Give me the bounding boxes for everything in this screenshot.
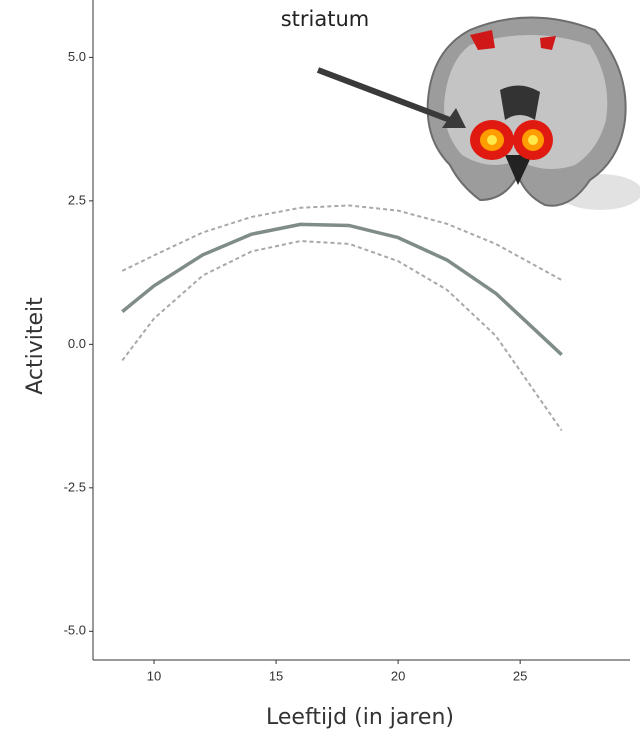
x-tick-label: 25 <box>513 668 527 683</box>
confidence-line <box>121 240 563 432</box>
x-tick-label: 10 <box>147 668 161 683</box>
x-tick-label: 20 <box>391 668 405 683</box>
x-axis-label: Leeftijd (in jaren) <box>266 705 454 730</box>
confidence-line <box>121 204 563 281</box>
arrow <box>316 67 452 123</box>
y-tick-label: 0.0 <box>68 336 86 351</box>
y-tick-label: -5.0 <box>64 623 86 638</box>
x-tick-label: 15 <box>269 668 283 683</box>
annotation: striatum <box>281 7 370 31</box>
y-tick-label: 5.0 <box>68 49 86 64</box>
brain-image <box>426 16 640 210</box>
y-tick-label: -2.5 <box>64 479 86 494</box>
y-tick-label: 2.5 <box>68 192 86 207</box>
y-axis-label: Activiteit <box>23 297 48 395</box>
arrow-head <box>442 108 466 128</box>
fit-line <box>121 222 563 356</box>
